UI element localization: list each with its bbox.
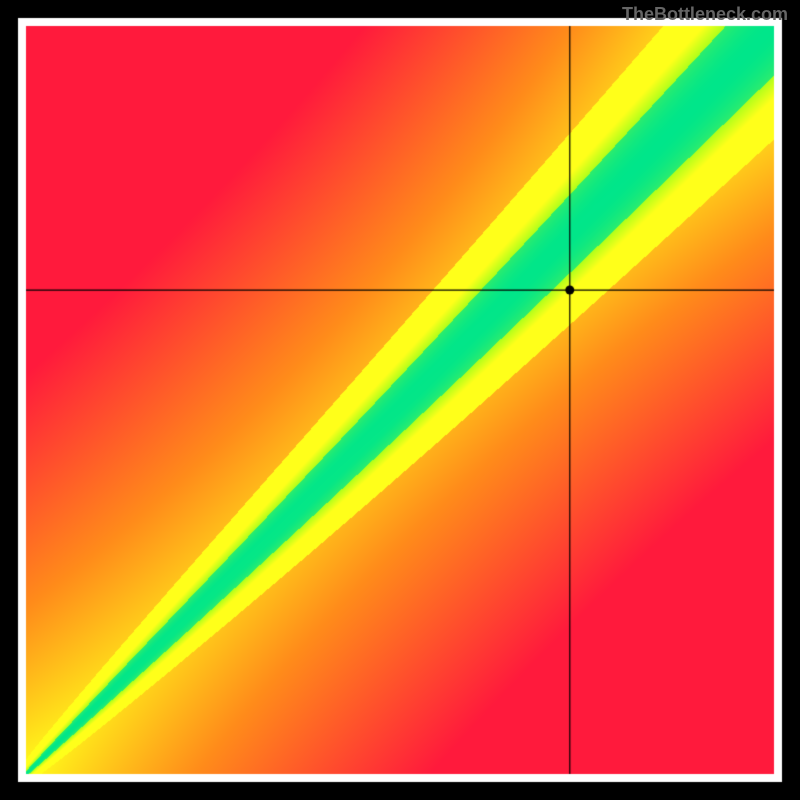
watermark-text: TheBottleneck.com xyxy=(622,4,788,25)
heatmap-canvas xyxy=(0,0,800,800)
chart-container: TheBottleneck.com xyxy=(0,0,800,800)
